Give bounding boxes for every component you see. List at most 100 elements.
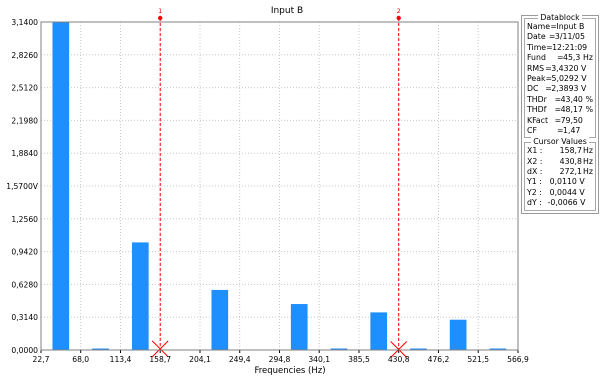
datablock-unit [586, 64, 593, 74]
cursor-values-rows: X1 :158,7 Hz X2 :430,8 Hz dX :272,1 Hz Y1 :0,0… [527, 146, 593, 208]
datablock-value: 3/11/05 [554, 32, 585, 42]
datablock-title: Datablock [538, 13, 582, 22]
datablock-rows: Name = Input B Date = 3/11/05 Time = 12:21:09 Fun… [527, 22, 593, 136]
cursor-value-unit [585, 177, 593, 187]
x-tick-labels: 22,7 68,0 113,4 158,7 204,1 249,4 294,8 340,1 38… [33, 355, 529, 364]
bar [211, 289, 229, 350]
cursor-values-section: Cursor Values X1 :158,7 Hz X2 :430,8 Hz dX :… [524, 137, 596, 211]
x-tick-label: 521,5 [467, 355, 489, 364]
datablock-value: 1,47 [563, 125, 581, 135]
x-tick-label: 204,1 [189, 355, 211, 364]
datablock-value: 3,4320 V [551, 63, 587, 73]
cursor-value-unit: Hz [583, 156, 593, 166]
axis-layer [40, 21, 519, 353]
x-tick-label: 113,4 [110, 355, 132, 364]
datablock-label: CF [527, 125, 537, 135]
cursor-value-label: X1 : [527, 146, 543, 156]
datablock-equals: = [548, 32, 556, 42]
x-tick-label: 68,0 [72, 355, 89, 364]
datablock-equals: = [554, 105, 562, 115]
cursor-value-value: 0,0044 V [549, 187, 585, 197]
datablock-row: KFact = 79,50 [527, 116, 593, 126]
cursor-marker-1 [151, 340, 169, 358]
cursor-label-2: 2 [397, 7, 401, 15]
y-tick-label: 0,0000 [11, 346, 38, 355]
cursor-value-value: 0,0110 V [549, 177, 585, 187]
datablock-label: Peak [527, 73, 546, 83]
y-tick-label: 0,3140 [11, 313, 38, 322]
x-tick-label: 249,4 [229, 355, 251, 364]
datablock-unit [584, 22, 593, 32]
y-tick-label: 0,9420 [11, 248, 38, 257]
bar [330, 348, 348, 350]
datablock-label: Date [527, 32, 546, 42]
cursor-handle-2[interactable] [396, 15, 401, 21]
cursor-value-row: Y2 : 0,0044 V [527, 188, 593, 198]
y-tick-label: 2,5120 [11, 84, 38, 93]
datablock-equals: = [545, 84, 552, 94]
y-tick-label: 1,2560 [11, 215, 38, 224]
datablock-equals: = [557, 53, 564, 63]
cursor-value-row: dY : -0,0066 V [527, 198, 593, 208]
bar [92, 348, 109, 350]
datablock-equals: = [554, 94, 562, 104]
y-tick-labels: 0,0000 0,3140 0,6280 0,9420 1,2560 1,5700V 1,8… [6, 18, 39, 355]
bar [410, 348, 427, 350]
datablock-row: Date = 3/11/05 [527, 32, 593, 42]
bar [449, 319, 467, 350]
datablock-equals: = [550, 22, 557, 31]
cursor-value-value: 430,8 [559, 156, 582, 166]
datablock-unit: % [585, 94, 593, 104]
datablock-unit [586, 84, 593, 94]
cursor-value-label: Y2 : [527, 187, 542, 197]
datablock-row: Name = Input B [527, 22, 593, 32]
datablock-row: CF = 1,47 [527, 126, 593, 136]
y-tick-label: 2,1980 [11, 116, 38, 125]
plot-frame [40, 21, 519, 351]
datablock-row: RMS = 3,4320 V [527, 64, 593, 74]
bar [370, 312, 388, 350]
datablock-value: 12:21:09 [552, 42, 588, 52]
x-tick-label: 22,7 [33, 355, 50, 364]
datablock-row: Time = 12:21:09 [527, 43, 593, 53]
datablock-label: THDr [527, 94, 547, 104]
datablock-label: Fund [527, 53, 546, 63]
datablock-label: RMS [527, 63, 545, 73]
cursor-value-unit [585, 198, 593, 208]
x-tick-label: 566,9 [507, 355, 529, 364]
datablock-row: THDf = 48,17% [527, 105, 593, 115]
datablock-unit: % [585, 105, 593, 115]
y-tick-label: 2,8260 [11, 51, 38, 60]
cursor-values-title: Cursor Values [531, 137, 589, 147]
datablock-row: Peak = 5,0292 V [527, 74, 593, 84]
cursor-value-value: -0,0066 V [547, 198, 586, 208]
cursor-handle-1[interactable] [158, 15, 163, 21]
datablock-unit: Hz [583, 53, 593, 63]
x-tick-label: 430,8 [388, 355, 410, 364]
datablock-value: 5,0292 V [551, 73, 587, 83]
datablock-equals: = [546, 42, 553, 52]
datablock-value: 48,17 [560, 105, 583, 115]
bar [489, 348, 507, 350]
x-tick-label: 385,5 [348, 355, 370, 364]
datablock-equals: = [554, 115, 562, 125]
cursor-value-unit: Hz [583, 146, 593, 156]
cursor-value-row: X1 : 158,7 Hz [527, 146, 593, 156]
datablock-label: THDf [527, 105, 547, 115]
cursor-value-value: 272,1 [559, 167, 582, 177]
y-tick-label: 3,1400 [11, 18, 38, 27]
bar [290, 304, 308, 350]
datablock-value: 45,3 [563, 53, 581, 63]
cursor-value-row: X2 : 430,8 Hz [527, 157, 593, 167]
bar [52, 22, 70, 350]
x-tick-label: 294,8 [269, 355, 291, 364]
datablock-equals: = [557, 125, 564, 135]
datablock-value: Input B [556, 22, 585, 31]
datablock-label: Time [527, 42, 547, 52]
datablock-row: THDr = 43,40% [527, 95, 593, 105]
y-tick-label: 0,6280 [11, 280, 38, 289]
datablock-label: KFact [527, 115, 549, 125]
